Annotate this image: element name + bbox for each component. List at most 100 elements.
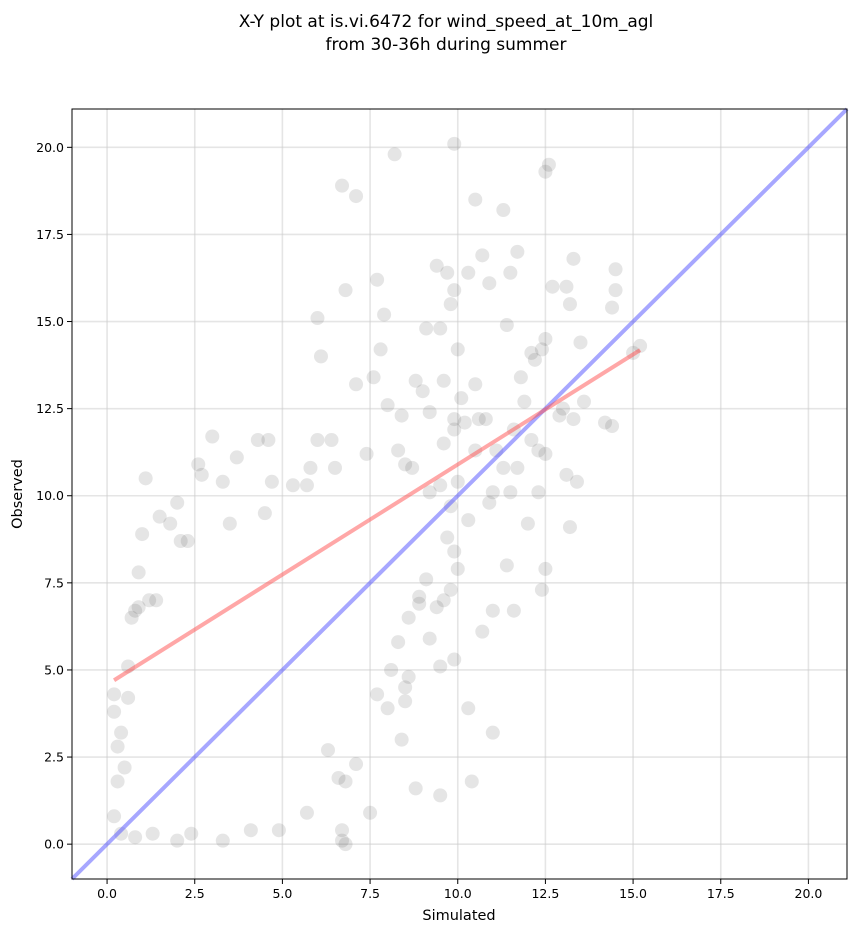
data-point: [359, 446, 374, 461]
y-tick-label: 0.0: [44, 837, 64, 852]
data-point: [380, 398, 395, 413]
data-point: [506, 603, 521, 618]
data-point: [454, 391, 469, 406]
data-point: [436, 373, 451, 388]
x-tick-label: 17.5: [707, 886, 735, 901]
data-point: [440, 265, 455, 280]
data-point: [555, 401, 570, 416]
data-point: [562, 297, 577, 312]
data-point: [257, 506, 272, 521]
y-tick-label: 7.5: [44, 575, 64, 590]
data-point: [324, 432, 339, 447]
data-point: [114, 725, 129, 740]
data-point: [534, 342, 549, 357]
data-point: [285, 478, 300, 493]
data-point: [184, 826, 199, 841]
data-point: [503, 485, 518, 500]
data-point: [545, 279, 560, 294]
data-point: [447, 652, 462, 667]
y-tick-label: 10.0: [36, 488, 64, 503]
data-point: [485, 485, 500, 500]
data-point: [394, 732, 409, 747]
data-point: [496, 460, 511, 475]
data-point: [173, 534, 188, 549]
data-point: [131, 565, 146, 580]
data-point: [170, 495, 185, 510]
data-point: [419, 572, 434, 587]
data-point: [443, 499, 458, 514]
data-point: [310, 311, 325, 326]
data-point: [499, 558, 514, 573]
data-point: [128, 830, 143, 845]
data-point: [377, 307, 392, 322]
data-point: [608, 262, 623, 277]
data-point: [447, 544, 462, 559]
data-point: [552, 408, 567, 423]
data-point: [433, 321, 448, 336]
data-point: [450, 561, 465, 576]
data-point: [170, 833, 185, 848]
y-tick-label: 17.5: [36, 227, 64, 242]
data-point: [366, 370, 381, 385]
x-tick-label: 7.5: [360, 886, 380, 901]
data-point: [138, 471, 153, 486]
data-point: [598, 415, 613, 430]
data-point: [566, 251, 581, 266]
data-point: [429, 600, 444, 615]
data-point: [433, 788, 448, 803]
data-point: [538, 446, 553, 461]
data-point: [569, 474, 584, 489]
data-point: [468, 192, 483, 207]
data-point: [471, 412, 486, 427]
data-point: [510, 460, 525, 475]
data-point: [398, 680, 413, 695]
data-point: [531, 485, 546, 500]
data-point: [145, 826, 160, 841]
data-point: [117, 760, 132, 775]
data-point: [135, 527, 150, 542]
data-point: [271, 823, 286, 838]
data-point: [370, 687, 385, 702]
data-point: [320, 743, 335, 758]
data-point: [373, 342, 388, 357]
data-point: [110, 774, 125, 789]
data-point: [142, 593, 157, 608]
data-point: [391, 443, 406, 458]
data-point: [299, 478, 314, 493]
data-point: [328, 460, 343, 475]
chart-subtitle: from 30-36h during summer: [326, 35, 567, 55]
data-point: [335, 833, 350, 848]
data-point: [608, 283, 623, 298]
data-point: [461, 265, 476, 280]
data-point: [110, 739, 125, 754]
data-point: [566, 412, 581, 427]
data-point: [422, 631, 437, 646]
data-point: [107, 687, 122, 702]
data-point: [450, 342, 465, 357]
data-point: [121, 690, 136, 705]
data-point: [380, 701, 395, 716]
data-point: [215, 833, 230, 848]
data-point: [573, 335, 588, 350]
data-point: [338, 283, 353, 298]
data-point: [163, 516, 178, 531]
data-point: [538, 164, 553, 179]
data-point: [229, 450, 244, 465]
data-point: [429, 258, 444, 273]
data-point: [520, 516, 535, 531]
data-point: [468, 377, 483, 392]
data-point: [335, 823, 350, 838]
data-point: [114, 826, 129, 841]
data-point: [124, 610, 139, 625]
data-point: [485, 725, 500, 740]
data-point: [457, 415, 472, 430]
data-point: [464, 774, 479, 789]
data-point: [531, 443, 546, 458]
data-point: [443, 297, 458, 312]
y-axis-label: Observed: [10, 459, 26, 529]
data-point: [338, 774, 353, 789]
data-point: [503, 265, 518, 280]
data-point: [562, 520, 577, 535]
data-point: [443, 582, 458, 597]
data-point: [128, 603, 143, 618]
